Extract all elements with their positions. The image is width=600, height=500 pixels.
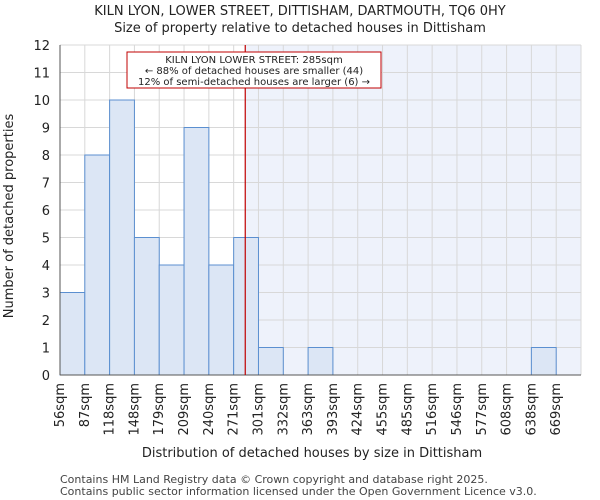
y-tick-label: 11	[33, 67, 50, 82]
bar-179sqm	[158, 264, 185, 376]
footer-line-2: Contains public sector information licen…	[60, 485, 537, 498]
y-tick-label: 8	[42, 149, 50, 164]
x-tick-label: 301sqm	[251, 383, 266, 436]
y-axis-label: Number of detached properties	[2, 114, 17, 319]
x-tick-label: 179sqm	[152, 383, 167, 436]
bar-56sqm	[59, 292, 86, 376]
x-tick-label: 608sqm	[500, 383, 515, 436]
x-tick-label: 209sqm	[177, 383, 192, 436]
x-axis-label: Distribution of detached houses by size …	[142, 446, 482, 461]
bar-240sqm	[208, 264, 235, 376]
y-tick-label: 5	[42, 232, 50, 247]
x-tick-label: 638sqm	[524, 383, 539, 436]
y-tick-label: 12	[33, 39, 50, 54]
x-tick-label: 455sqm	[376, 383, 391, 436]
y-tick-label: 1	[42, 342, 50, 357]
x-tick-label: 516sqm	[425, 383, 440, 436]
x-tick-label: 546sqm	[450, 383, 465, 436]
annotation-line-3: 12% of semi-detached houses are larger (…	[138, 77, 370, 88]
y-tick-label: 6	[42, 204, 50, 219]
y-tick-label: 7	[42, 177, 50, 192]
y-tick-label: 3	[42, 287, 50, 302]
bar-87sqm	[84, 154, 111, 376]
y-tick-label: 0	[42, 369, 50, 384]
x-tick-label: 118sqm	[103, 383, 118, 436]
chart-subtitle: Size of property relative to detached ho…	[114, 21, 486, 36]
bar-271sqm	[233, 237, 259, 376]
y-tick-label: 4	[42, 259, 50, 274]
x-tick-label: 393sqm	[326, 383, 341, 436]
y-tick-label: 9	[42, 122, 50, 137]
x-tick-label: 669sqm	[549, 383, 564, 436]
bar-638sqm	[530, 347, 557, 376]
bar-148sqm	[133, 237, 160, 376]
x-tick-label: 424sqm	[351, 383, 366, 436]
x-tick-label: 148sqm	[127, 383, 142, 436]
x-tick-label: 56sqm	[53, 383, 68, 427]
y-tick-label: 2	[42, 314, 50, 329]
x-tick-label: 271sqm	[227, 383, 242, 436]
x-tick-label: 577sqm	[475, 383, 490, 436]
bar-118sqm	[109, 99, 135, 376]
x-tick-label: 363sqm	[301, 383, 316, 436]
bar-209sqm	[183, 127, 210, 376]
y-tick-label: 10	[33, 94, 50, 109]
x-tick-label: 87sqm	[78, 383, 93, 427]
bar-301sqm	[257, 347, 284, 376]
footer-line-1: Contains HM Land Registry data © Crown c…	[60, 473, 488, 486]
chart-title: KILN LYON, LOWER STREET, DITTISHAM, DART…	[94, 4, 506, 19]
x-tick-label: 240sqm	[202, 383, 217, 436]
annotation-line-1: KILN LYON LOWER STREET: 285sqm	[165, 55, 342, 66]
annotation-line-2: ← 88% of detached houses are smaller (44…	[145, 66, 363, 77]
annotation-box	[126, 51, 382, 89]
bar-363sqm	[307, 347, 334, 376]
x-tick-label: 485sqm	[400, 383, 415, 436]
x-tick-label: 332sqm	[276, 383, 291, 436]
